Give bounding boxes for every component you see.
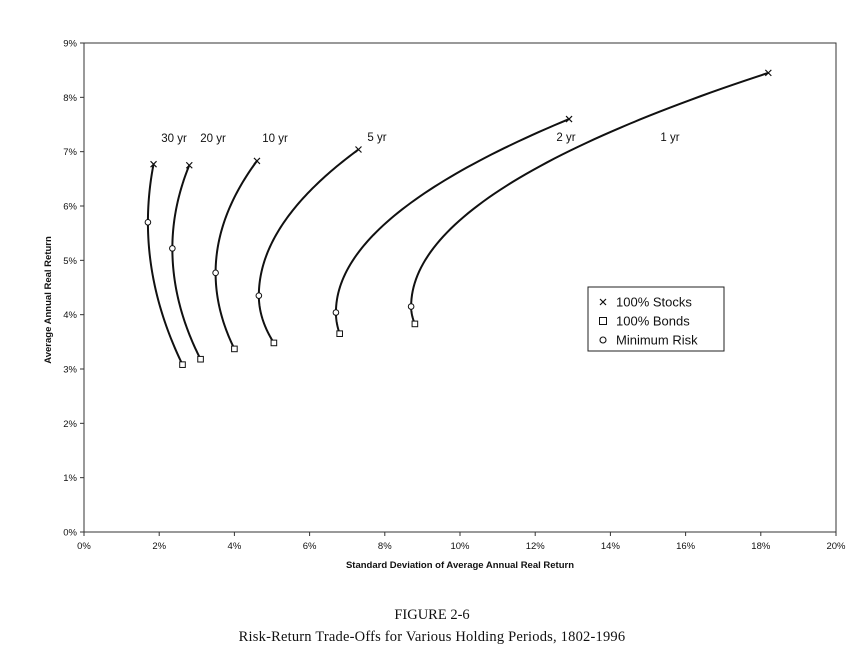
legend-label: 100% Bonds: [616, 314, 690, 329]
x-tick-label: 16%: [676, 541, 696, 552]
y-tick-label: 5%: [63, 256, 77, 267]
bonds-marker: [197, 355, 204, 363]
x-tick-label: 4%: [228, 541, 242, 552]
stocks-marker: [565, 115, 573, 123]
frontier-curve-2: [214, 160, 258, 350]
x-tick-label: 2%: [152, 541, 166, 552]
bonds-marker: [411, 320, 419, 328]
y-tick-label: 9%: [63, 39, 77, 50]
series-label: 10 yr: [262, 133, 288, 145]
min-risk-marker: [255, 292, 263, 299]
series-label: 2 yr: [556, 132, 575, 144]
series-labels: 30 yr 20 yr 10 yr 5 yr 2 yr 1 yr: [161, 132, 680, 145]
min-risk-marker: [407, 303, 415, 310]
bonds-marker: [231, 345, 238, 353]
bonds-marker: [179, 361, 186, 368]
x-tick-label: 6%: [303, 541, 317, 552]
frontier-curve-1: [171, 164, 202, 360]
y-tick-label: 8%: [63, 93, 77, 104]
y-tick-label: 6%: [63, 202, 77, 213]
legend-entry: Minimum Risk: [599, 333, 698, 348]
legend: 100% Stocks 100% Bonds Minimum Risk: [587, 286, 725, 352]
min-risk-marker: [212, 269, 219, 277]
x-axis-label: Standard Deviation of Average Annual Rea…: [346, 560, 574, 571]
stocks-marker: [150, 160, 157, 168]
x-tick-label: 18%: [751, 541, 771, 552]
y-tick-label: 1%: [63, 473, 77, 484]
legend-label: Minimum Risk: [616, 333, 698, 348]
legend-label: 100% Stocks: [616, 295, 692, 310]
min-risk-marker: [144, 219, 152, 226]
stocks-marker: [355, 146, 362, 153]
figure-title: Risk-Return Trade-Offs for Various Holdi…: [238, 629, 626, 645]
risk-return-chart: 0% 2% 4% 6% 8% 10% 12% 14% 16% 18% 20% 0% 1% 2% 3% 4% 5…: [43, 39, 846, 572]
bonds-marker: [270, 339, 278, 347]
stocks-marker: [253, 157, 261, 165]
series-markers: [144, 69, 772, 368]
series-label: 5 yr: [367, 132, 386, 144]
frontier-curve-5: [410, 71, 769, 325]
legend-entry: 100% Bonds: [599, 314, 690, 329]
y-tick-label: 0%: [63, 528, 77, 539]
x-axis-ticks: 0% 2% 4% 6% 8% 10% 12% 14% 16% 18% 20%: [77, 532, 846, 552]
figure-number: FIGURE 2-6: [394, 607, 470, 623]
y-axis-label: Average Annual Real Return: [43, 236, 54, 364]
legend-entry: 100% Stocks: [599, 295, 692, 310]
y-tick-label: 7%: [63, 147, 77, 158]
series-label: 1 yr: [660, 132, 679, 144]
bonds-marker: [336, 330, 343, 337]
frontier-curve-0: [146, 163, 184, 366]
stocks-marker: [764, 69, 772, 77]
x-tick-label: 10%: [450, 541, 470, 552]
frontier-curve-3: [257, 148, 360, 344]
x-tick-label: 14%: [601, 541, 621, 552]
y-tick-label: 2%: [63, 419, 77, 430]
series-label: 20 yr: [200, 133, 226, 145]
stocks-marker: [185, 161, 193, 169]
legend-box: [587, 286, 725, 352]
y-axis-ticks: 0% 1% 2% 3% 4% 5% 6% 7% 8% 9%: [63, 39, 84, 539]
min-risk-marker: [332, 309, 340, 316]
min-risk-marker: [169, 245, 176, 252]
series-label: 30 yr: [161, 133, 187, 145]
x-tick-label: 8%: [378, 541, 392, 552]
x-tick-label: 0%: [77, 541, 91, 552]
y-tick-label: 3%: [63, 365, 77, 376]
x-tick-label: 12%: [526, 541, 546, 552]
x-tick-label: 20%: [826, 541, 846, 552]
y-tick-label: 4%: [63, 310, 77, 321]
